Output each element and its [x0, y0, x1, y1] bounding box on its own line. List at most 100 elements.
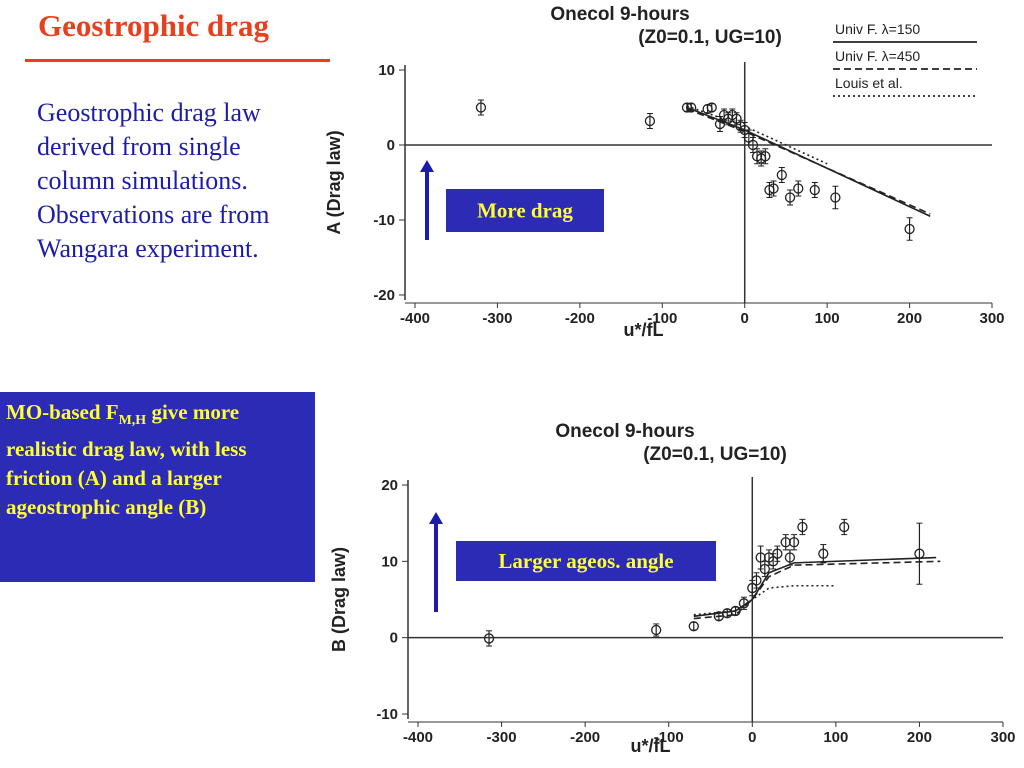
observation-point: [784, 552, 796, 563]
y-tick-label: -20: [373, 287, 395, 304]
observation-point: [914, 548, 925, 559]
x-axis-label: u*/fL: [624, 320, 664, 340]
chart-title: Onecol 9-hours: [555, 421, 694, 442]
x-tick-label: 300: [979, 310, 1004, 327]
y-tick-label: 0: [390, 630, 398, 647]
callout-sub: M,H: [118, 413, 147, 429]
observation: [797, 518, 808, 536]
x-tick-label: -200: [570, 729, 600, 746]
observation-point: [830, 192, 841, 203]
y-tick-label: -10: [376, 706, 398, 723]
x-tick-label: -400: [400, 310, 430, 327]
y-tick-label: -10: [373, 212, 395, 229]
observation-point: [793, 183, 804, 194]
observation-point: [651, 624, 662, 636]
annotation-box: [454, 539, 718, 583]
model-line: [686, 108, 931, 215]
x-tick-label: 200: [907, 729, 932, 746]
observation: [839, 518, 850, 536]
observation: [809, 182, 820, 198]
observation-point: [818, 548, 829, 559]
observation: [688, 621, 699, 632]
observation: [784, 549, 796, 566]
observation-point: [738, 598, 750, 609]
annotation-text: Larger ageos. angle: [498, 549, 673, 573]
observation-point: [809, 184, 820, 196]
annotation-text: More drag: [477, 199, 573, 223]
observation: [730, 605, 741, 617]
observation-point: [706, 102, 717, 113]
observation: [722, 608, 733, 619]
observation-point: [688, 621, 699, 632]
title-rule: [25, 59, 330, 62]
x-tick-label: -400: [403, 729, 433, 746]
observation: [788, 534, 800, 551]
x-tick-label: -100: [647, 310, 677, 327]
observation-point: [776, 169, 787, 181]
observation: [714, 116, 726, 132]
chart-subtitle: (Z0=0.1, UG=10): [638, 27, 782, 48]
legend-label: Univ F. λ=450: [835, 48, 920, 64]
slide-title: Geostrophic drag: [38, 8, 270, 43]
observation: [751, 572, 762, 589]
model-line: [693, 584, 836, 616]
x-tick-label: -200: [565, 310, 595, 327]
x-tick-label: -300: [487, 729, 517, 746]
body-text: Geostrophic drag law derived from single…: [37, 98, 270, 263]
y-tick-label: 10: [381, 553, 398, 570]
observation-point: [685, 102, 697, 113]
observation: [818, 544, 829, 564]
observation-point: [751, 575, 762, 586]
observation: [768, 180, 779, 197]
observation-point: [788, 537, 800, 548]
observation: [776, 167, 787, 183]
observation-point: [784, 192, 796, 203]
model-line: [693, 556, 937, 618]
y-axis-label: A (Drag law): [324, 130, 344, 234]
observation-point: [475, 102, 487, 113]
observation: [483, 630, 495, 647]
observation: [772, 545, 783, 562]
observation-point: [747, 139, 759, 151]
chart-subtitle: (Z0=0.1, UG=10): [643, 444, 787, 465]
model-line: [693, 560, 941, 620]
x-tick-label: -300: [482, 310, 512, 327]
y-tick-label: 20: [381, 477, 398, 494]
x-tick-label: -100: [654, 729, 684, 746]
x-tick-label: 100: [815, 310, 840, 327]
observation-point: [772, 548, 783, 559]
observation-point: [797, 521, 808, 533]
observation: [914, 522, 925, 585]
annotation-box: [444, 187, 606, 234]
observation-point: [904, 223, 915, 235]
y-tick-label: 10: [378, 62, 395, 79]
x-tick-label: 0: [741, 310, 749, 327]
legend-label: Univ F. λ=150: [835, 21, 920, 37]
chart-title: Onecol 9-hours: [550, 4, 689, 25]
annotation-arrowhead: [420, 160, 434, 172]
x-tick-label: 200: [897, 310, 922, 327]
observation: [738, 596, 750, 610]
annotation-arrowhead: [429, 512, 443, 524]
observation-point: [759, 563, 770, 575]
legend-label: Louis et al.: [835, 75, 903, 91]
callout-text: give more realistic drag law, with less …: [6, 400, 247, 520]
x-tick-label: 100: [823, 729, 848, 746]
observation: [706, 102, 717, 113]
observation-point: [760, 151, 771, 162]
callout: MO-based FM,H give more realistic drag l…: [0, 392, 315, 582]
x-tick-label: 0: [748, 729, 756, 746]
observation-point: [483, 633, 495, 644]
observation: [651, 623, 662, 637]
x-axis-label: u*/fL: [631, 736, 671, 756]
observation: [830, 185, 841, 210]
observation-point: [730, 605, 741, 617]
callout-text: MO-based F: [6, 400, 119, 424]
observation: [755, 545, 766, 570]
observation-point: [714, 118, 726, 130]
y-axis-label: B (Drag law): [329, 547, 349, 652]
observation: [780, 534, 791, 551]
x-tick-label: 300: [990, 729, 1015, 746]
